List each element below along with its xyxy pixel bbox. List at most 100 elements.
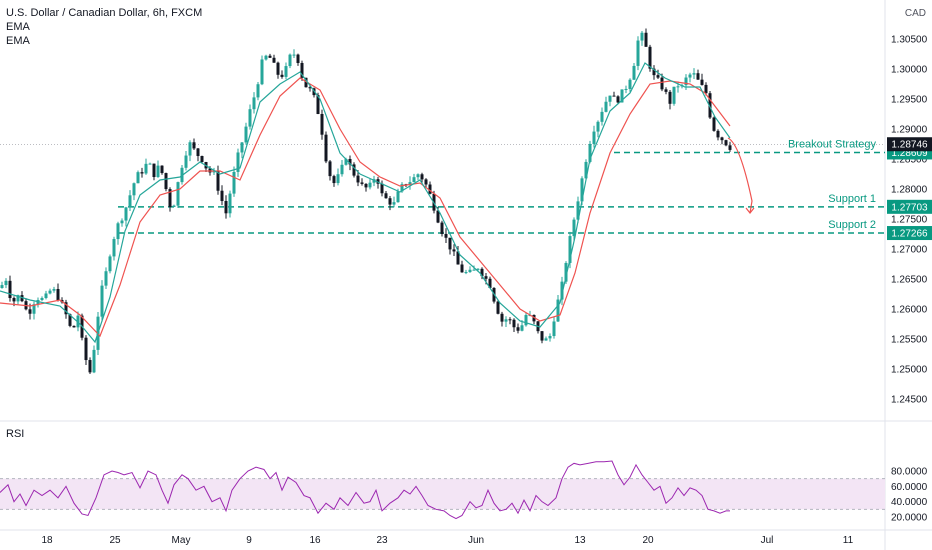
candle-body bbox=[216, 171, 220, 191]
time-tick-label: 16 bbox=[309, 535, 321, 546]
price-tick-label: 1.26000 bbox=[891, 305, 928, 316]
level-price-badge-bg bbox=[887, 199, 932, 214]
candle-body bbox=[292, 54, 296, 56]
time-tick-label: May bbox=[172, 535, 191, 546]
candle-body bbox=[304, 77, 308, 88]
candle-body bbox=[40, 298, 44, 300]
candle-body bbox=[556, 299, 560, 322]
candle-body bbox=[244, 126, 248, 143]
currency-label: CAD bbox=[904, 8, 926, 19]
ema-indicator-label-2[interactable]: EMA bbox=[6, 35, 30, 47]
candle-body bbox=[344, 158, 348, 165]
candle-body bbox=[436, 210, 440, 223]
candle-body bbox=[12, 298, 16, 302]
time-tick-label: Jun bbox=[468, 535, 484, 546]
candle-body bbox=[152, 163, 156, 178]
rsi-line bbox=[0, 460, 730, 520]
level-label: Support 2 bbox=[828, 219, 876, 231]
candle-body bbox=[472, 269, 476, 271]
time-tick-label: 23 bbox=[376, 535, 388, 546]
rsi-band bbox=[0, 478, 885, 510]
price-tick-label: 1.29000 bbox=[891, 125, 928, 136]
price-tick-label: 1.25000 bbox=[891, 365, 928, 376]
time-tick-label: 9 bbox=[246, 535, 252, 546]
candle-body bbox=[464, 272, 468, 274]
candle-body bbox=[504, 319, 508, 322]
candle-body bbox=[580, 178, 584, 202]
candle-body bbox=[480, 268, 484, 277]
candle-body bbox=[592, 131, 596, 144]
price-tick-label: 1.27000 bbox=[891, 245, 928, 256]
candle-body bbox=[596, 121, 600, 132]
candle-body bbox=[104, 271, 108, 286]
candle-body bbox=[280, 74, 284, 77]
price-tick-label: 1.28500 bbox=[891, 155, 928, 166]
candle-body bbox=[116, 223, 120, 240]
candle-body bbox=[608, 95, 612, 102]
rsi-tick-label: 20.0000 bbox=[891, 513, 928, 524]
candle-body bbox=[576, 201, 580, 220]
price-tick-label: 1.26500 bbox=[891, 275, 928, 286]
candle-body bbox=[8, 280, 12, 299]
candle-body bbox=[32, 304, 36, 314]
candle-body bbox=[132, 183, 136, 196]
candle-body bbox=[560, 281, 564, 300]
candle-body bbox=[508, 319, 512, 321]
candle-body bbox=[468, 269, 472, 273]
candle-body bbox=[316, 95, 320, 114]
candle-body bbox=[716, 130, 720, 138]
candle-body bbox=[4, 280, 8, 286]
candle-body bbox=[56, 289, 60, 301]
candle-body bbox=[456, 251, 460, 265]
candle-body bbox=[328, 161, 332, 177]
candle-body bbox=[620, 89, 624, 103]
candle-body bbox=[600, 111, 604, 122]
ema-indicator-label[interactable]: EMA bbox=[6, 21, 30, 33]
candle-body bbox=[484, 276, 488, 279]
candle-body bbox=[532, 314, 536, 322]
candle-body bbox=[144, 163, 148, 174]
candle-body bbox=[448, 237, 452, 250]
candle-body bbox=[224, 201, 228, 214]
candle-body bbox=[564, 262, 568, 282]
candle-body bbox=[520, 325, 524, 331]
candle-body bbox=[676, 86, 680, 88]
projection-arrowhead bbox=[745, 207, 755, 214]
candle-body bbox=[648, 46, 652, 69]
candle-body bbox=[540, 331, 544, 341]
candle-body bbox=[0, 285, 4, 288]
candle-body bbox=[684, 77, 688, 86]
candle-body bbox=[92, 349, 96, 373]
candle-body bbox=[272, 57, 276, 63]
candle-body bbox=[416, 174, 420, 178]
candle-body bbox=[400, 184, 404, 192]
candle-body bbox=[192, 142, 196, 149]
rsi-pane-label[interactable]: RSI bbox=[6, 428, 25, 440]
candle-body bbox=[324, 134, 328, 162]
candle-body bbox=[440, 222, 444, 234]
candle-body bbox=[388, 198, 392, 205]
time-tick-label: 11 bbox=[843, 535, 854, 546]
candle-body bbox=[188, 142, 192, 156]
candle-body bbox=[276, 62, 280, 75]
candle-body bbox=[68, 314, 72, 326]
candle-body bbox=[264, 55, 268, 60]
candle-body bbox=[360, 182, 364, 184]
candle-body bbox=[452, 249, 456, 252]
candle-body bbox=[184, 155, 188, 168]
last-price-badge: 1.28746 bbox=[891, 140, 928, 151]
rsi-tick-label: 60.0000 bbox=[891, 482, 928, 493]
symbol-title[interactable]: U.S. Dollar / Canadian Dollar, 6h, FXCM bbox=[6, 7, 203, 19]
candle-body bbox=[384, 193, 388, 199]
candle-body bbox=[120, 220, 124, 224]
candle-body bbox=[288, 54, 292, 67]
candle-body bbox=[300, 62, 304, 78]
ema-slow-line bbox=[0, 77, 731, 338]
price-tick-label: 1.24500 bbox=[891, 395, 928, 406]
candle-body bbox=[364, 183, 368, 188]
level-label: Breakout Strategy bbox=[788, 138, 877, 150]
time-tick-label: 25 bbox=[109, 535, 121, 546]
candle-body bbox=[688, 74, 692, 78]
candle-body bbox=[368, 182, 372, 188]
